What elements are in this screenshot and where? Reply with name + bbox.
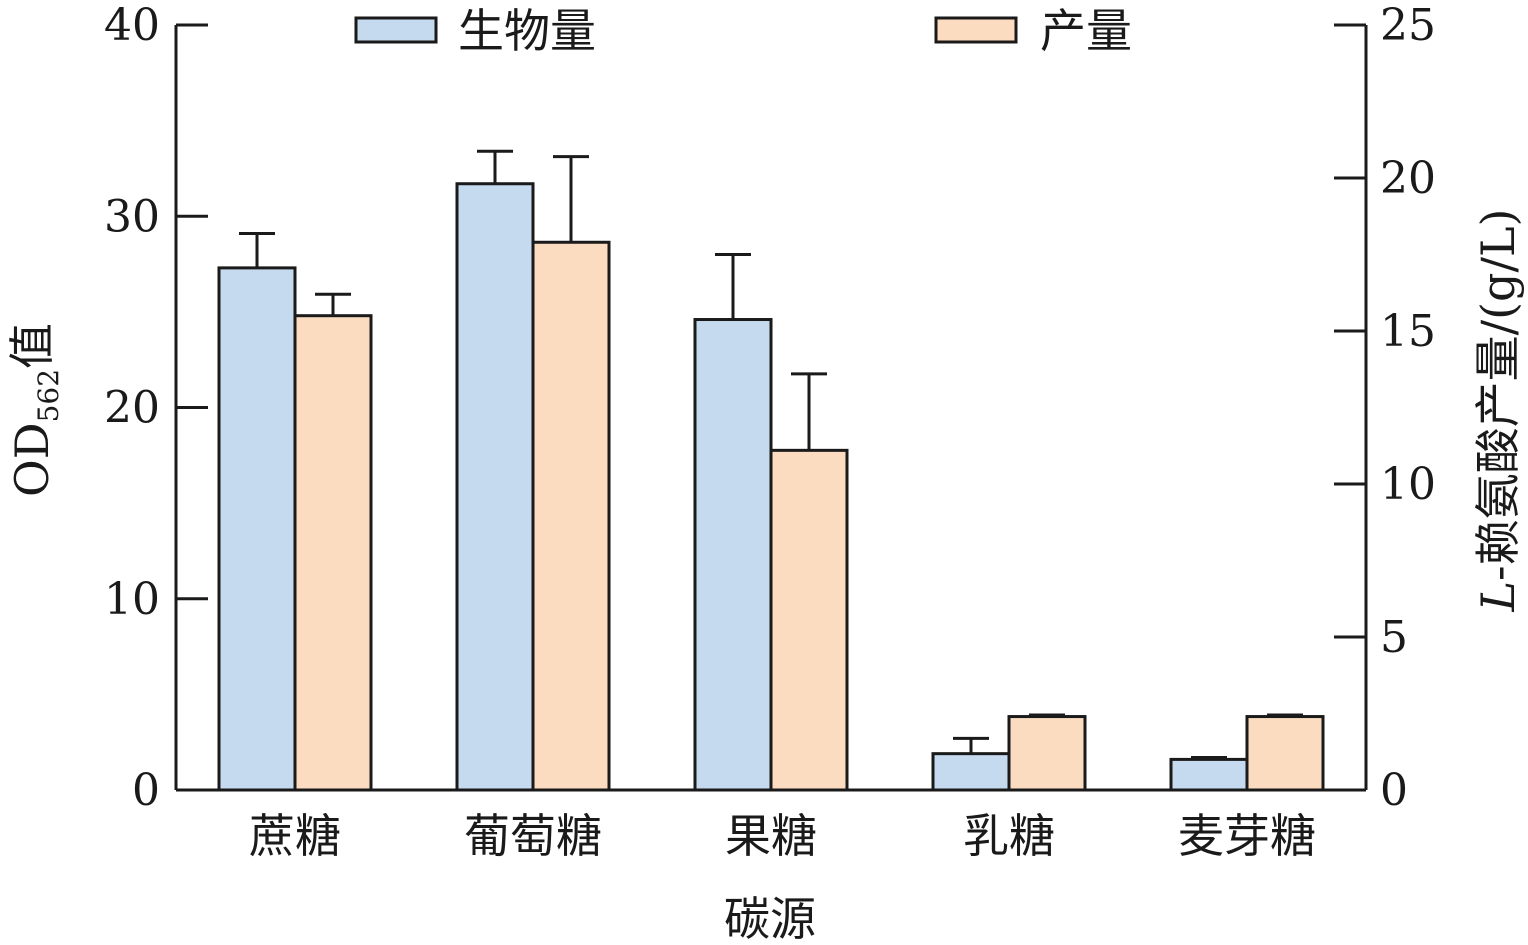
bar-biomass-5: [1169, 757, 1249, 792]
x-tick-label-2: 葡萄糖: [464, 809, 602, 863]
left-axis-title-main: OD: [5, 422, 59, 497]
right-axis-title-italic: L: [1471, 581, 1525, 613]
left-axis-title-subscript: 562: [32, 369, 65, 422]
left-tick-label-1: 0: [132, 765, 160, 816]
bar-biomass-2: [455, 182, 535, 792]
legend-label-yield: 产量: [1040, 4, 1132, 58]
bars-layer: [217, 182, 1325, 792]
bar-biomass-4: [931, 752, 1011, 792]
right-tick-label-5: 20: [1380, 153, 1436, 204]
x-axis-title: 碳源: [724, 892, 816, 945]
axis-titles: 碳源 OD562值 L-赖氨酸产量/(g/L): [5, 209, 1525, 945]
axes-layer: 蔗糖 葡萄糖 果糖 乳糖 麦芽糖 0 10 20 30 40 0 5 10 15 20 25: [104, 0, 1436, 863]
right-tick-label-3: 10: [1380, 459, 1436, 510]
x-tick-label-5: 麦芽糖: [1178, 809, 1316, 863]
legend-label-biomass: 生物量: [458, 4, 596, 58]
right-axis-title: L-赖氨酸产量/(g/L): [1471, 209, 1525, 613]
right-axis-title-rest: -赖氨酸产量/(g/L): [1471, 209, 1525, 581]
right-tick-label-6: 25: [1380, 0, 1436, 51]
left-tick-label-2: 10: [104, 574, 160, 625]
right-tick-label-4: 15: [1380, 306, 1436, 357]
left-tick-label-3: 20: [104, 383, 160, 434]
x-tick-label-1: 蔗糖: [249, 809, 341, 863]
left-axis-title-suffix: 值: [5, 323, 59, 369]
bar-yield-4: [1007, 715, 1087, 792]
bar-biomass-3: [693, 318, 773, 792]
bar-biomass-1: [217, 266, 297, 792]
x-tick-label-3: 果糖: [725, 809, 817, 863]
left-tick-label-4: 30: [104, 191, 160, 242]
x-tick-label-4: 乳糖: [963, 809, 1055, 863]
legend-swatch-biomass: [354, 16, 438, 44]
left-tick-label-5: 40: [104, 0, 160, 51]
right-tick-label-2: 5: [1380, 612, 1408, 663]
bar-yield-3: [769, 448, 849, 792]
left-axis-title: OD562值: [5, 323, 65, 497]
right-tick-label-1: 0: [1380, 765, 1408, 816]
error-bars-layer: [239, 149, 1303, 760]
bar-yield-2: [531, 240, 611, 792]
bar-yield-1: [293, 314, 373, 792]
legend: 生物量 产量: [354, 4, 1132, 58]
legend-swatch-yield: [934, 16, 1018, 44]
bar-yield-5: [1245, 715, 1325, 792]
